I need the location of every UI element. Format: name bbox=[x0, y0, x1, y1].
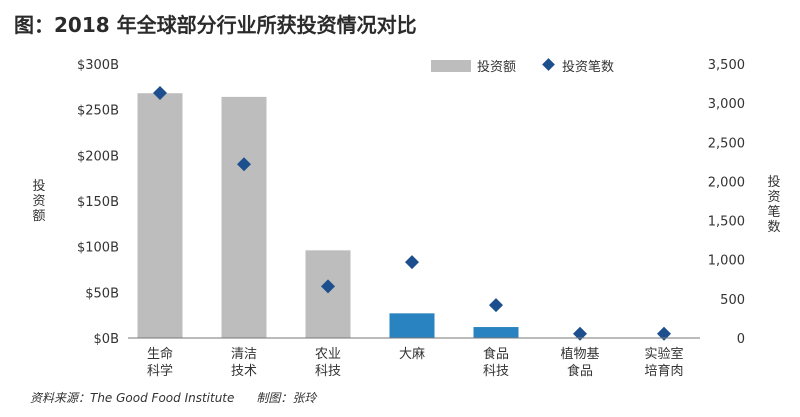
bar bbox=[305, 250, 351, 338]
right-axis-ticks: 0 500 1,000 1,500 2,000 2,500 3,000 3,500 bbox=[708, 58, 745, 347]
right-tick-label: 3,500 bbox=[708, 58, 745, 73]
x-tick-label: 培育肉 bbox=[644, 363, 683, 379]
right-tick-label: 3,000 bbox=[708, 97, 745, 112]
left-tick-label: $100B bbox=[77, 241, 119, 256]
axis-label-char: 资 bbox=[767, 190, 781, 205]
x-tick-label: 技术 bbox=[231, 364, 257, 379]
x-tick-label: 食品 bbox=[483, 346, 509, 362]
x-tick-label: 清洁 bbox=[231, 347, 257, 362]
chart-title: 图：2018 年全球部分行业所获投资情况对比 bbox=[14, 13, 417, 37]
axis-label-char: 额 bbox=[32, 209, 46, 224]
count-marker bbox=[237, 157, 251, 172]
source-text: 资料来源：The Good Food Institute bbox=[30, 391, 235, 405]
bars-series bbox=[137, 93, 687, 339]
x-tick-label: 实验室 bbox=[644, 346, 683, 362]
legend-bar-swatch bbox=[431, 60, 471, 72]
right-tick-label: 1,500 bbox=[708, 215, 745, 230]
right-tick-label: 2,000 bbox=[708, 175, 745, 190]
x-tick-label: 食品 bbox=[567, 363, 593, 379]
legend-bar-label: 投资额 bbox=[477, 59, 516, 75]
x-tick-label: 植物基 bbox=[560, 347, 599, 362]
count-marker bbox=[489, 298, 503, 313]
source-note: 资料来源：The Good Food Institute 制图：张玲 bbox=[30, 389, 316, 406]
x-tick-label: 生命 bbox=[147, 346, 173, 362]
legend: 投资额 投资笔数 bbox=[431, 58, 614, 75]
left-tick-label: $0B bbox=[94, 332, 119, 347]
x-tick-label: 科技 bbox=[315, 364, 341, 379]
left-axis-label: 投资额 bbox=[32, 179, 46, 224]
axis-label-char: 投 bbox=[767, 175, 781, 190]
axis-label-char: 笔 bbox=[767, 205, 781, 220]
count-marker bbox=[153, 85, 167, 100]
right-tick-label: 2,500 bbox=[708, 136, 745, 151]
x-tick-label: 大麻 bbox=[399, 347, 425, 362]
right-tick-label: 1,000 bbox=[708, 254, 745, 269]
left-tick-label: $50B bbox=[85, 286, 119, 301]
x-tick-label: 科学 bbox=[147, 363, 173, 379]
chart-author: 制图：张玲 bbox=[256, 391, 317, 405]
count-marker bbox=[321, 279, 335, 294]
bar bbox=[221, 96, 267, 338]
axis-label-char: 数 bbox=[767, 220, 781, 235]
right-tick-label: 0 bbox=[737, 332, 745, 347]
bar bbox=[137, 93, 183, 338]
left-axis-ticks: $0B $50B $100B $150B $200B $250B $300B bbox=[77, 58, 119, 347]
left-tick-label: $300B bbox=[77, 58, 119, 73]
left-tick-label: $250B bbox=[77, 104, 119, 119]
count-marker bbox=[573, 326, 587, 341]
bar bbox=[473, 327, 519, 338]
axis-label-char: 投 bbox=[32, 179, 46, 194]
legend-marker-label: 投资笔数 bbox=[562, 59, 614, 75]
count-marker bbox=[405, 255, 419, 270]
left-tick-label: $200B bbox=[77, 149, 119, 164]
right-axis-label: 投资笔数 bbox=[767, 175, 781, 235]
legend-marker-swatch bbox=[542, 58, 555, 71]
count-markers-series bbox=[153, 85, 671, 341]
x-tick-label: 农业 bbox=[315, 347, 341, 362]
right-tick-label: 500 bbox=[720, 293, 745, 308]
count-marker bbox=[657, 326, 671, 341]
x-tick-label: 科技 bbox=[483, 364, 509, 379]
left-tick-label: $150B bbox=[77, 195, 119, 210]
bar bbox=[389, 313, 435, 338]
axis-label-char: 资 bbox=[32, 194, 46, 209]
